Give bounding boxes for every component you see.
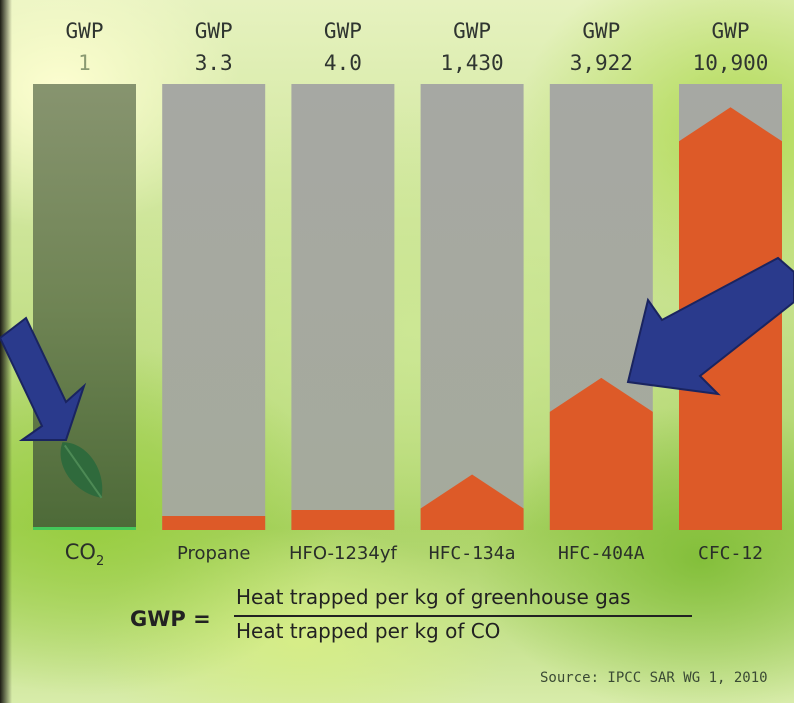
category-label-propane: Propane <box>177 543 251 564</box>
formula-fraction-line <box>234 615 692 617</box>
bar-co2 <box>33 527 136 530</box>
category-label-hfo-1234yf: HFO-1234yf <box>289 543 398 564</box>
bar-hfo-1234yf <box>291 510 395 530</box>
gwp-header-co2: GWP <box>66 19 104 43</box>
gwp-header-hfo-1234yf: GWP <box>324 19 362 43</box>
arrow-icon-right <box>626 256 794 396</box>
bar-track-hfo-1234yf <box>291 84 395 530</box>
bar-track-hfc-134a <box>420 84 524 530</box>
bar-hfc-134a <box>420 474 524 530</box>
bar-propane <box>162 516 266 530</box>
category-label-co2: CO2 <box>65 540 104 569</box>
formula-lhs: GWP = <box>130 607 211 631</box>
gwp-header-hfc-404a: GWP <box>582 19 620 43</box>
category-label-hfc-404a: HFC-404A <box>558 543 645 564</box>
arrow-icon-left <box>0 316 87 441</box>
bar-track-propane <box>162 84 266 530</box>
value-label-propane: 3.3 <box>195 51 233 75</box>
category-label-cfc-12: CFC-12 <box>698 543 763 564</box>
value-label-co2: 1 <box>78 51 91 75</box>
formula-numerator: Heat trapped per kg of greenhouse gas <box>236 585 631 609</box>
formula-denominator: Heat trapped per kg of CO <box>236 619 501 643</box>
leaf-icon <box>60 442 103 499</box>
category-label-hfc-134a: HFC-134a <box>429 543 516 564</box>
gwp-header-cfc-12: GWP <box>712 19 750 43</box>
value-label-cfc-12: 10,900 <box>693 51 769 75</box>
gwp-formula: GWP = Heat trapped per kg of greenhouse … <box>0 585 794 655</box>
value-label-hfc-134a: 1,430 <box>440 51 503 75</box>
value-label-hfo-1234yf: 4.0 <box>324 51 362 75</box>
source-note: Source: IPCC SAR WG 1, 2010 <box>540 670 768 686</box>
value-label-hfc-404a: 3,922 <box>570 51 633 75</box>
gwp-header-hfc-134a: GWP <box>453 19 491 43</box>
bar-hfc-404a <box>549 377 653 530</box>
gwp-header-propane: GWP <box>195 19 233 43</box>
